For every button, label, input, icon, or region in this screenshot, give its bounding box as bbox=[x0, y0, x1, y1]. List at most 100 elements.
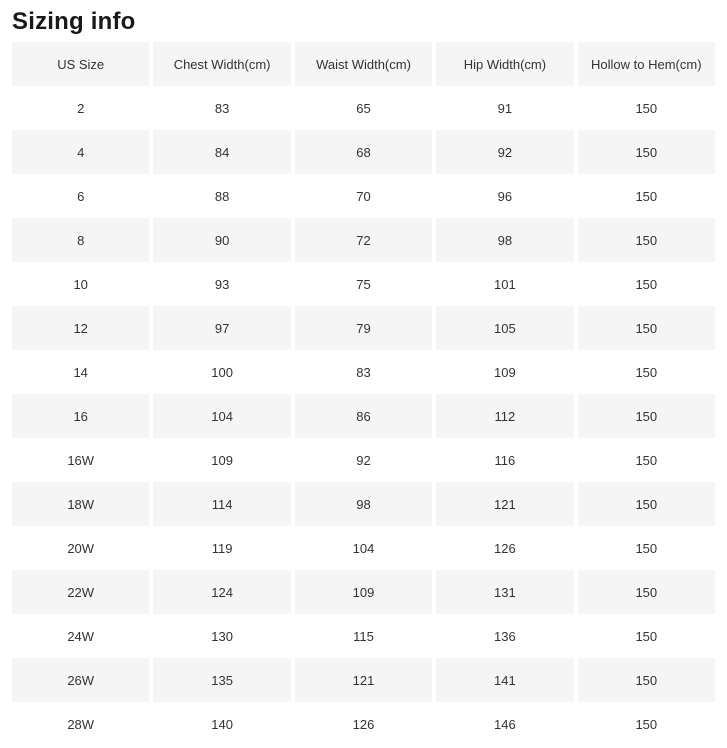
table-cell: 92 bbox=[436, 130, 574, 174]
table-cell: 119 bbox=[153, 526, 291, 570]
sizing-table: US Size Chest Width(cm) Waist Width(cm) … bbox=[12, 42, 715, 746]
table-cell: 121 bbox=[294, 658, 433, 702]
column-header-waist-width: Waist Width(cm) bbox=[294, 42, 433, 86]
table-cell: 83 bbox=[153, 86, 291, 130]
table-row: 10 93 75 101 150 bbox=[12, 262, 715, 306]
table-cell: 22W bbox=[12, 570, 150, 614]
column-header-chest-width: Chest Width(cm) bbox=[153, 42, 291, 86]
table-cell: 105 bbox=[436, 306, 574, 350]
table-cell: 126 bbox=[436, 526, 574, 570]
table-cell: 140 bbox=[153, 702, 291, 746]
table-cell: 150 bbox=[577, 174, 715, 218]
column-header-hollow-to-hem: Hollow to Hem(cm) bbox=[577, 42, 715, 86]
table-cell: 141 bbox=[436, 658, 574, 702]
table-cell: 101 bbox=[436, 262, 574, 306]
table-row: 6 88 70 96 150 bbox=[12, 174, 715, 218]
table-cell: 98 bbox=[436, 218, 574, 262]
sizing-table-body: 2 83 65 91 150 4 84 68 92 150 6 88 70 96 150 8 90 72 98 150… bbox=[12, 86, 715, 746]
table-row: 8 90 72 98 150 bbox=[12, 218, 715, 262]
table-cell: 136 bbox=[436, 614, 574, 658]
table-cell: 86 bbox=[294, 394, 433, 438]
table-cell: 116 bbox=[436, 438, 574, 482]
table-cell: 96 bbox=[436, 174, 574, 218]
table-cell: 121 bbox=[436, 482, 574, 526]
table-cell: 150 bbox=[577, 702, 715, 746]
table-row: 14 100 83 109 150 bbox=[12, 350, 715, 394]
table-header-row: US Size Chest Width(cm) Waist Width(cm) … bbox=[12, 42, 715, 86]
table-cell: 16 bbox=[12, 394, 150, 438]
table-cell: 84 bbox=[153, 130, 291, 174]
table-row: 16W 109 92 116 150 bbox=[12, 438, 715, 482]
table-row: 4 84 68 92 150 bbox=[12, 130, 715, 174]
table-cell: 126 bbox=[294, 702, 433, 746]
page-title: Sizing info bbox=[12, 8, 136, 35]
table-cell: 150 bbox=[577, 218, 715, 262]
table-cell: 104 bbox=[153, 394, 291, 438]
table-cell: 8 bbox=[12, 218, 150, 262]
table-cell: 150 bbox=[577, 394, 715, 438]
table-cell: 150 bbox=[577, 438, 715, 482]
table-cell: 150 bbox=[577, 658, 715, 702]
table-cell: 91 bbox=[436, 86, 574, 130]
table-cell: 26W bbox=[12, 658, 150, 702]
table-cell: 72 bbox=[294, 218, 433, 262]
table-row: 18W 114 98 121 150 bbox=[12, 482, 715, 526]
table-cell: 150 bbox=[577, 262, 715, 306]
table-cell: 98 bbox=[294, 482, 433, 526]
table-cell: 146 bbox=[436, 702, 574, 746]
table-cell: 109 bbox=[436, 350, 574, 394]
table-cell: 100 bbox=[153, 350, 291, 394]
table-cell: 104 bbox=[294, 526, 433, 570]
table-cell: 18W bbox=[12, 482, 150, 526]
table-cell: 68 bbox=[294, 130, 433, 174]
table-cell: 130 bbox=[153, 614, 291, 658]
table-cell: 24W bbox=[12, 614, 150, 658]
table-cell: 112 bbox=[436, 394, 574, 438]
table-row: 16 104 86 112 150 bbox=[12, 394, 715, 438]
table-cell: 93 bbox=[153, 262, 291, 306]
table-row: 28W 140 126 146 150 bbox=[12, 702, 715, 746]
table-cell: 97 bbox=[153, 306, 291, 350]
table-cell: 70 bbox=[294, 174, 433, 218]
table-cell: 114 bbox=[153, 482, 291, 526]
table-cell: 150 bbox=[577, 570, 715, 614]
table-cell: 124 bbox=[153, 570, 291, 614]
table-cell: 4 bbox=[12, 130, 150, 174]
table-cell: 28W bbox=[12, 702, 150, 746]
table-row: 2 83 65 91 150 bbox=[12, 86, 715, 130]
table-row: 26W 135 121 141 150 bbox=[12, 658, 715, 702]
table-cell: 109 bbox=[153, 438, 291, 482]
table-cell: 6 bbox=[12, 174, 150, 218]
table-cell: 12 bbox=[12, 306, 150, 350]
table-cell: 90 bbox=[153, 218, 291, 262]
table-cell: 10 bbox=[12, 262, 150, 306]
table-cell: 150 bbox=[577, 614, 715, 658]
table-cell: 2 bbox=[12, 86, 150, 130]
table-cell: 14 bbox=[12, 350, 150, 394]
table-cell: 115 bbox=[294, 614, 433, 658]
table-cell: 150 bbox=[577, 482, 715, 526]
table-row: 22W 124 109 131 150 bbox=[12, 570, 715, 614]
table-row: 20W 119 104 126 150 bbox=[12, 526, 715, 570]
table-row: 12 97 79 105 150 bbox=[12, 306, 715, 350]
table-cell: 79 bbox=[294, 306, 433, 350]
table-row: 24W 130 115 136 150 bbox=[12, 614, 715, 658]
table-cell: 150 bbox=[577, 526, 715, 570]
table-cell: 65 bbox=[294, 86, 433, 130]
table-cell: 131 bbox=[436, 570, 574, 614]
table-cell: 150 bbox=[577, 306, 715, 350]
table-cell: 88 bbox=[153, 174, 291, 218]
column-header-hip-width: Hip Width(cm) bbox=[436, 42, 574, 86]
table-cell: 135 bbox=[153, 658, 291, 702]
table-cell: 16W bbox=[12, 438, 150, 482]
table-cell: 92 bbox=[294, 438, 433, 482]
table-cell: 109 bbox=[294, 570, 433, 614]
table-cell: 75 bbox=[294, 262, 433, 306]
table-cell: 150 bbox=[577, 350, 715, 394]
column-header-us-size: US Size bbox=[12, 42, 150, 86]
table-cell: 20W bbox=[12, 526, 150, 570]
table-cell: 83 bbox=[294, 350, 433, 394]
table-cell: 150 bbox=[577, 86, 715, 130]
table-cell: 150 bbox=[577, 130, 715, 174]
